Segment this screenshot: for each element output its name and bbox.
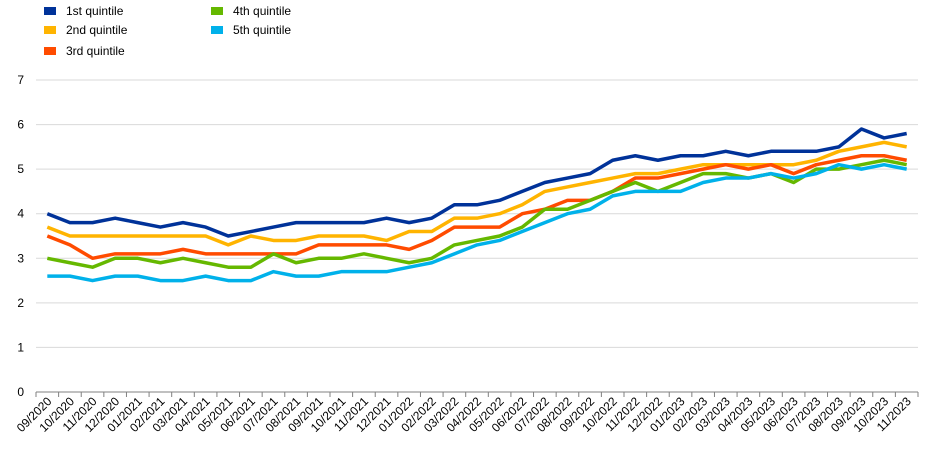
legend-label-series-4: 4th quintile [233,4,292,18]
legend-item-series-1: 1st quintile [44,4,123,18]
legend-label-series-5: 5th quintile [233,23,292,37]
y-tick-label: 3 [17,251,24,265]
y-tick-label: 7 [17,73,24,87]
y-tick-label: 2 [17,296,24,310]
legend-item-series-2: 2nd quintile [44,23,127,37]
legend-label-series-3: 3rd quintile [66,44,125,58]
series-line-2 [46,140,908,247]
series-line-5 [47,162,908,283]
legend-swatch-series-2 [44,26,56,34]
legend-swatch-series-5 [211,26,223,34]
legend-item-series-4: 4th quintile [211,4,291,18]
y-tick-label: 1 [17,340,24,354]
legend-swatch-series-1 [44,7,56,15]
legend-label-series-1: 1st quintile [66,4,124,18]
y-tick-label: 0 [17,385,24,399]
y-tick-label: 5 [17,162,24,176]
legend-item-series-5: 5th quintile [211,23,291,37]
legend-label-series-2: 2nd quintile [66,23,128,37]
legend-swatch-series-4 [211,7,223,15]
legend: 1st quintile 2nd quintile 3rd quintile 4… [0,0,945,70]
series-line-3 [46,154,908,261]
series-line-1 [46,127,908,238]
legend-swatch-series-3 [44,47,56,55]
legend-item-series-3: 3rd quintile [44,44,125,58]
y-tick-label: 6 [17,118,24,132]
y-tick-label: 4 [17,207,24,221]
